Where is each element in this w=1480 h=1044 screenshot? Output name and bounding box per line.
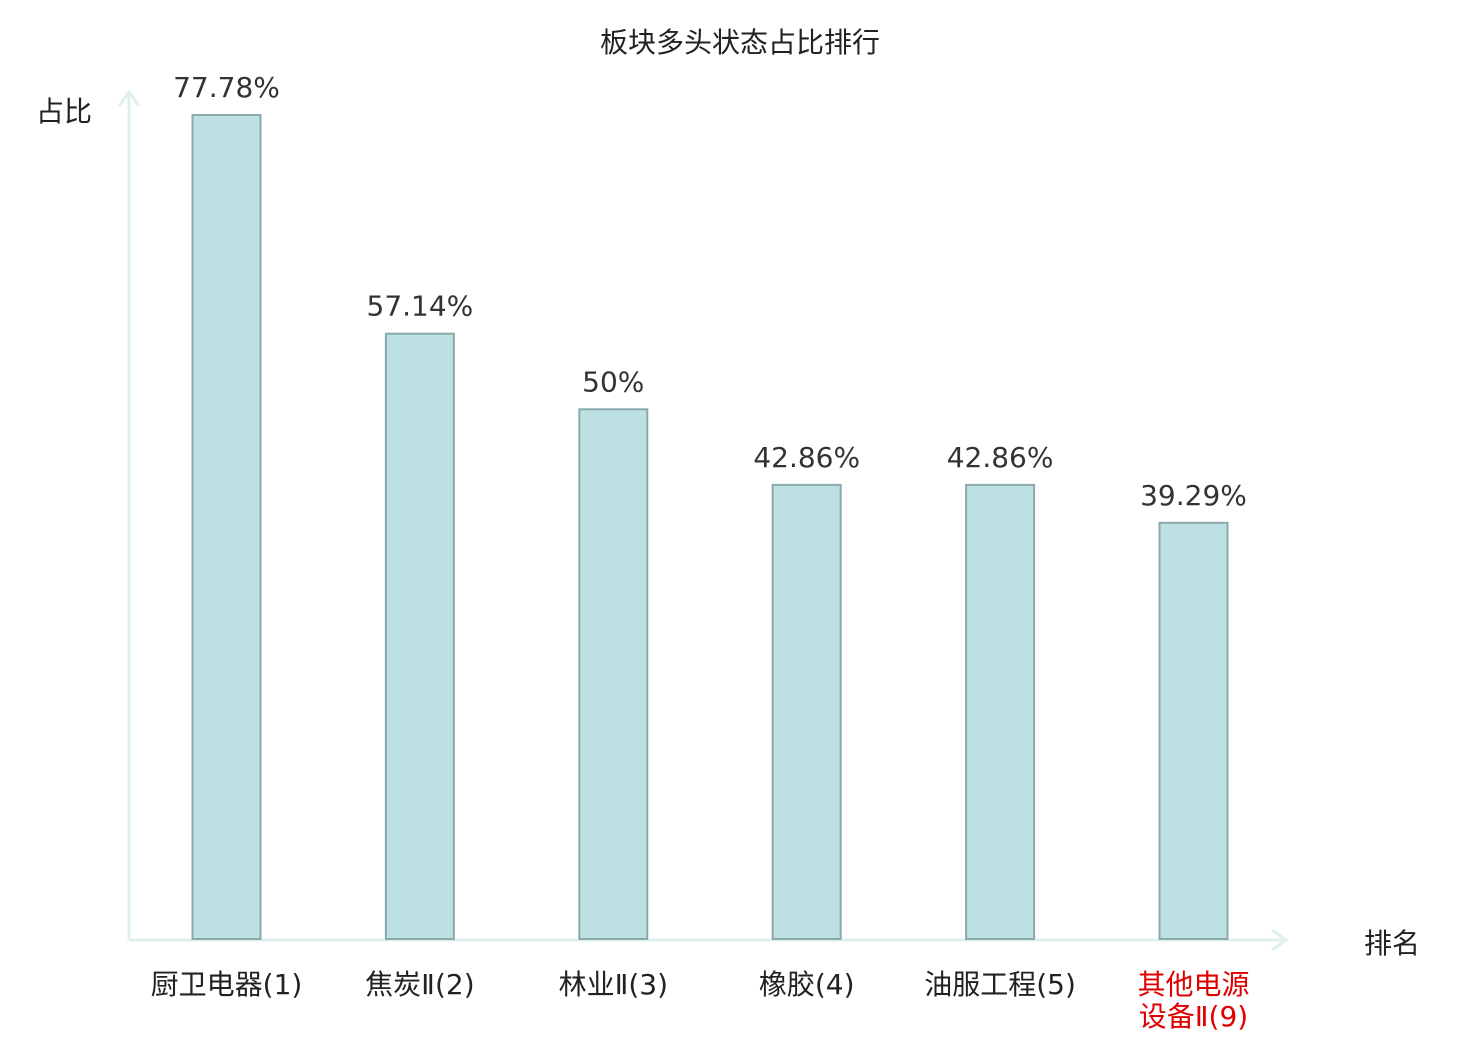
y-axis-arrow (117, 89, 141, 107)
x-tick-label: 焦炭Ⅱ(2) (365, 968, 474, 1001)
x-axis-arrow (1271, 928, 1289, 952)
bar (191, 114, 262, 940)
data-label: 42.86% (753, 441, 860, 474)
data-label: 77.78% (173, 71, 280, 104)
x-tick-label: 设备Ⅱ(9) (1139, 1000, 1248, 1033)
bars (191, 114, 1229, 940)
bar (384, 332, 455, 940)
bar (1158, 521, 1229, 940)
x-tick-label: 橡胶(4) (759, 968, 855, 1001)
x-tick-labels: 厨卫电器(1) 焦炭Ⅱ(2) 林业Ⅱ(3) 橡胶(4) 油服工程(5) 其他电源设备Ⅱ(9… (151, 968, 1250, 1033)
x-axis-label: 排名 (1364, 927, 1420, 960)
data-label: 50% (582, 365, 644, 398)
x-axis: 排名 (129, 927, 1420, 960)
x-tick-label: 油服工程(5) (924, 968, 1076, 1001)
value-labels: 77.78% 57.14% 50% 42.86% 42.86% 39.29% (173, 71, 1247, 512)
data-label: 57.14% (367, 290, 474, 323)
bar (578, 408, 649, 940)
y-axis: 占比 (36, 89, 141, 940)
chart-title: 板块多头状态占比排行 (600, 26, 880, 59)
data-label: 39.29% (1140, 479, 1247, 512)
bar (771, 483, 842, 940)
x-tick-label: 厨卫电器(1) (151, 968, 303, 1001)
x-tick-label: 林业Ⅱ(3) (559, 968, 668, 1001)
y-axis-label: 占比 (36, 95, 92, 128)
data-label: 42.86% (947, 441, 1054, 474)
x-tick-label: 其他电源 (1137, 968, 1249, 1001)
bar (965, 483, 1036, 940)
